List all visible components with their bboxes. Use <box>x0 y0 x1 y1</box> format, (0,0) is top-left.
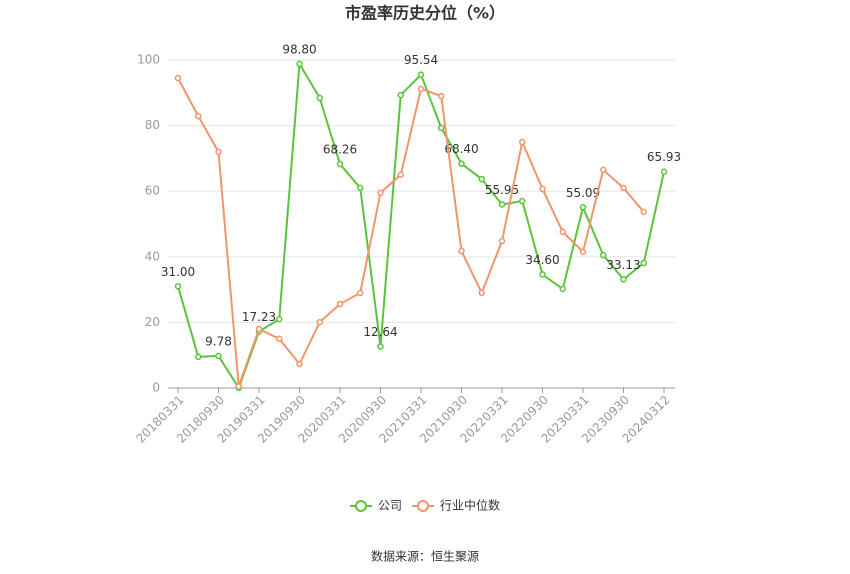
legend-marker <box>417 500 429 512</box>
point <box>519 138 526 146</box>
value-label: 68.40 <box>444 142 478 156</box>
y-tick-label: 80 <box>145 118 160 132</box>
point <box>660 168 668 175</box>
value-label: 55.09 <box>566 186 600 200</box>
point <box>600 166 607 174</box>
source: 数据来源：恒生聚源 <box>371 549 479 564</box>
point <box>498 201 506 208</box>
y-tick-label: 0 <box>152 381 160 395</box>
point <box>215 148 222 156</box>
value-label: 31.00 <box>161 265 195 279</box>
y-tick-label: 100 <box>137 53 160 67</box>
point <box>498 237 506 245</box>
point <box>579 204 587 211</box>
point <box>296 360 303 368</box>
point <box>296 60 303 68</box>
point <box>377 343 384 350</box>
value-label: 33.13 <box>606 258 640 272</box>
point <box>417 85 425 93</box>
point <box>458 160 465 167</box>
legend-label: 行业中位数 <box>440 498 500 513</box>
value-label: 9.78 <box>205 334 232 348</box>
point <box>174 74 182 82</box>
point <box>336 300 344 308</box>
point <box>316 318 323 326</box>
point <box>519 197 526 205</box>
point <box>600 251 607 259</box>
point <box>357 184 364 192</box>
point <box>438 92 445 100</box>
legend-marker <box>355 500 367 512</box>
point <box>417 71 425 78</box>
point <box>539 271 546 278</box>
value-label: 55.95 <box>485 183 519 197</box>
point <box>255 325 263 333</box>
point <box>620 184 627 192</box>
point <box>539 185 546 193</box>
point <box>640 208 647 216</box>
point <box>579 248 587 256</box>
point <box>357 289 364 297</box>
point <box>195 353 202 361</box>
value-label: 95.54 <box>404 53 438 67</box>
value-label: 12.64 <box>363 325 397 339</box>
y-tick-label: 40 <box>145 249 160 263</box>
point <box>559 228 566 236</box>
series-line <box>177 77 645 387</box>
y-tick-label: 20 <box>145 315 160 329</box>
value-label: 65.93 <box>647 150 681 164</box>
legend-label: 公司 <box>378 499 402 513</box>
point <box>640 259 647 267</box>
y-tick-label: 60 <box>145 184 160 198</box>
point <box>276 335 283 343</box>
value-label: 98.80 <box>282 42 316 56</box>
point <box>215 352 222 360</box>
value-label: 34.60 <box>525 253 559 267</box>
point <box>276 315 283 323</box>
point <box>478 175 485 183</box>
point <box>195 112 202 120</box>
point <box>559 285 566 293</box>
chart-title: 市盈率历史分位（%） <box>345 4 505 23</box>
point <box>336 160 344 168</box>
point <box>458 247 465 255</box>
point <box>397 91 404 99</box>
point <box>174 283 182 290</box>
value-label: 68.26 <box>323 143 357 157</box>
point <box>316 94 323 102</box>
point <box>438 124 445 132</box>
point <box>235 383 242 390</box>
point <box>478 289 485 297</box>
value-label: 17.23 <box>242 310 276 324</box>
point <box>377 189 384 197</box>
series-line <box>177 60 665 391</box>
point <box>620 276 627 283</box>
point <box>397 171 404 179</box>
